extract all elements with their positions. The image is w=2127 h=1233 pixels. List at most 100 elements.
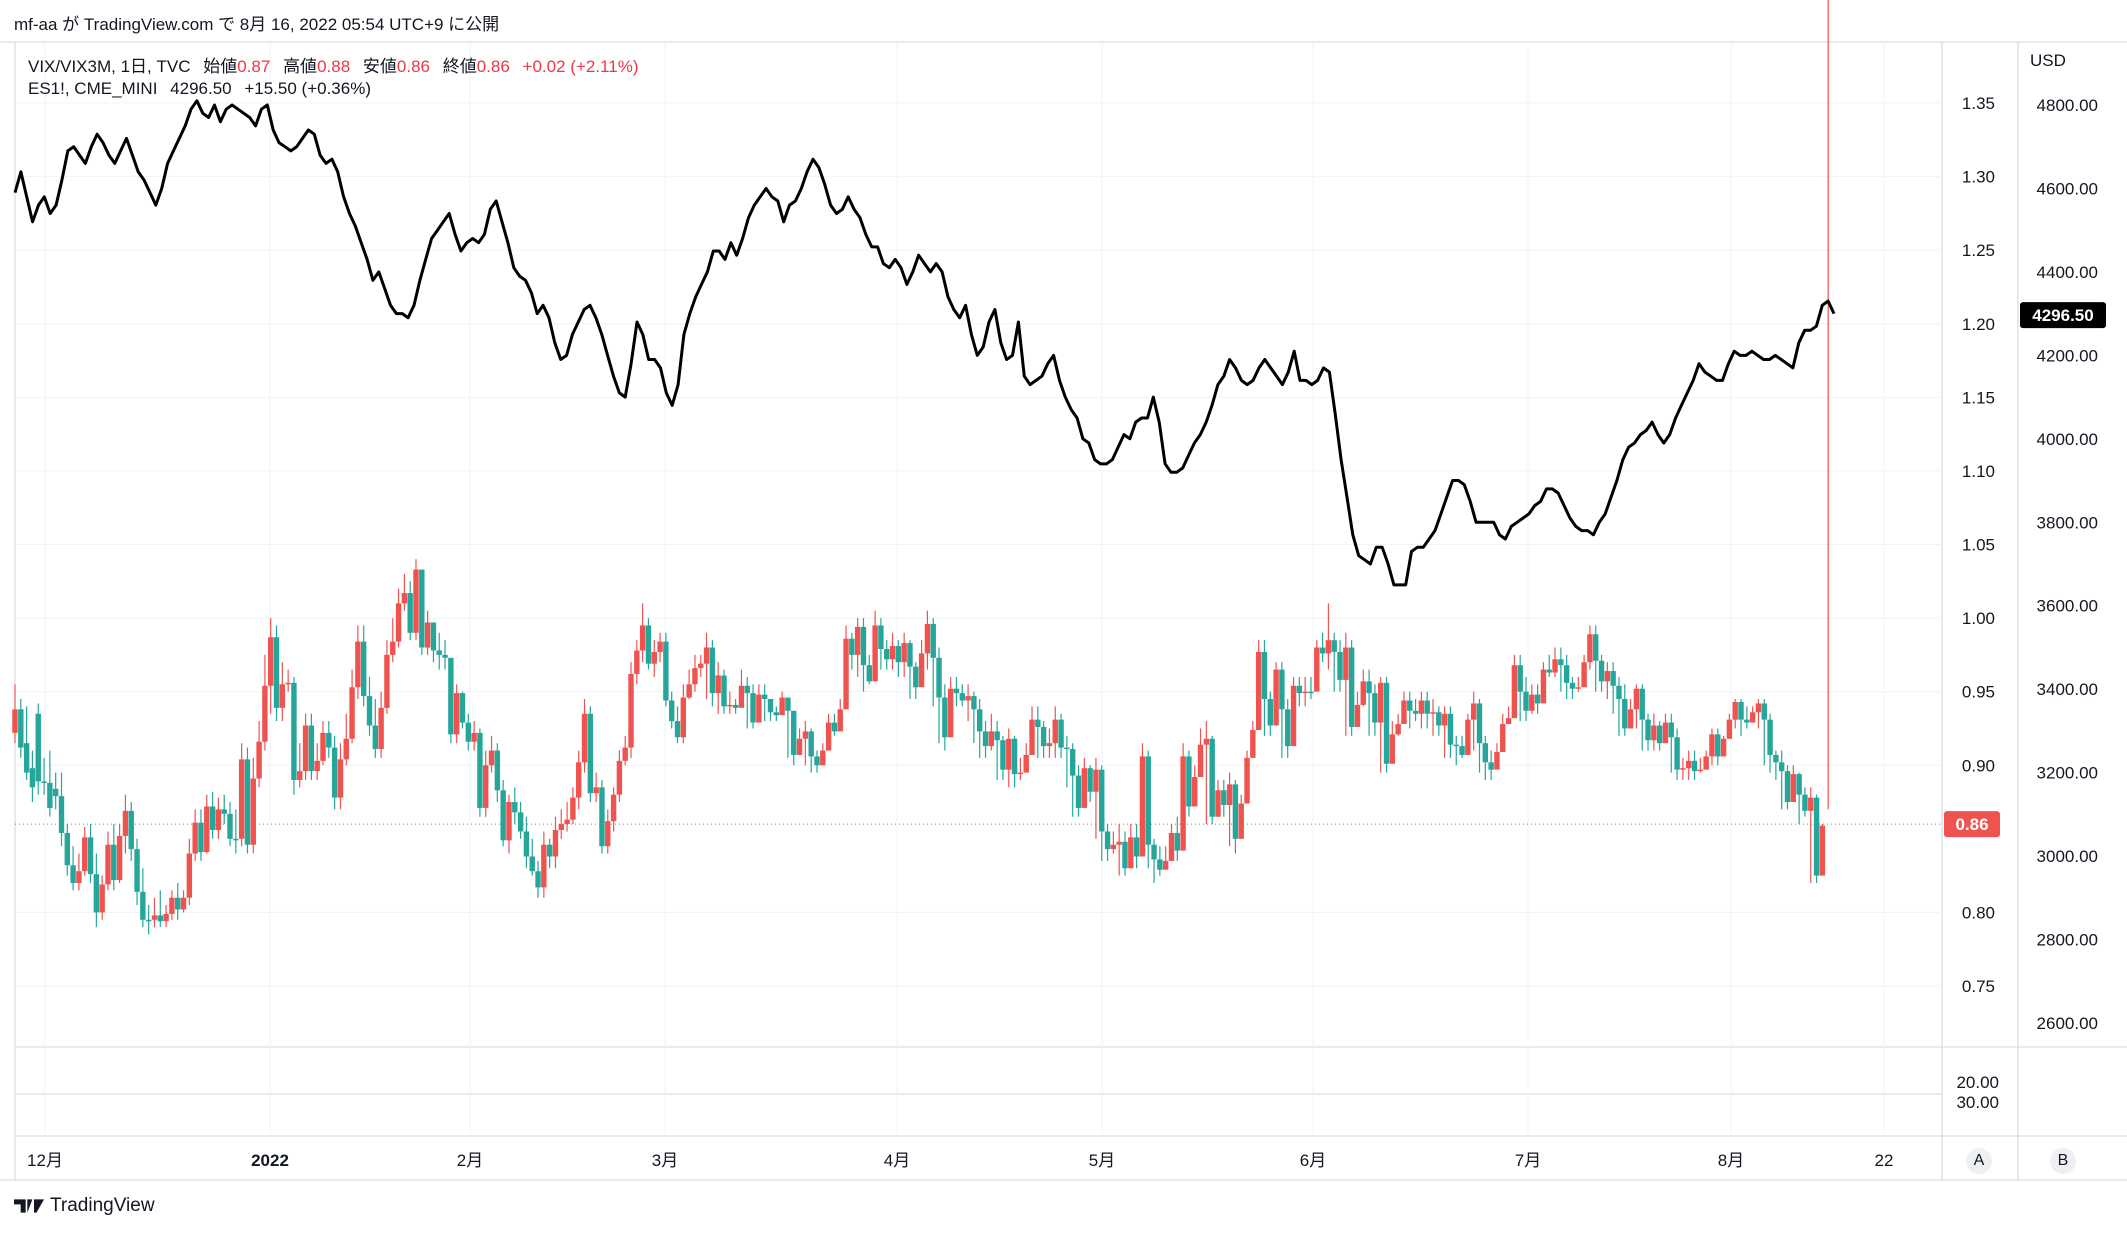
candle-body — [947, 688, 954, 738]
candle-body — [1168, 832, 1175, 861]
candle-body — [1552, 659, 1558, 673]
candle-body — [1197, 744, 1204, 778]
candle-body — [1697, 769, 1704, 772]
candles-group — [12, 0, 1829, 935]
candle-body — [1744, 719, 1750, 723]
candle-body — [204, 806, 210, 853]
candle-body — [1186, 756, 1192, 807]
candle-body — [1203, 738, 1210, 745]
x-tick-label: 2月 — [457, 1151, 483, 1170]
candle-body — [1128, 837, 1134, 869]
candle-body — [971, 696, 977, 710]
candle-body — [1778, 762, 1785, 772]
candle-body — [767, 699, 774, 713]
x-tick-label: 2022 — [251, 1151, 289, 1170]
candle-body — [744, 685, 750, 694]
candle-body — [1192, 777, 1198, 807]
candle-body — [477, 732, 483, 808]
left-tick-label: 0.90 — [1962, 756, 1995, 775]
candle-body — [942, 697, 948, 738]
candle-body — [459, 693, 466, 723]
candle-body — [256, 741, 262, 779]
candle-body — [1407, 700, 1413, 711]
candle-body — [1726, 719, 1733, 739]
legend-high-value: 0.88 — [317, 57, 351, 76]
candle-body — [1099, 769, 1105, 832]
left-tick-label: 1.30 — [1962, 168, 1995, 187]
left-tick-label: 1.20 — [1962, 315, 1995, 334]
candle-body — [151, 915, 158, 920]
candle-body — [1529, 694, 1535, 711]
candle-body — [1691, 760, 1698, 772]
legend-low-value: 0.86 — [396, 57, 430, 76]
candle-body — [1808, 797, 1814, 811]
candle-body — [378, 707, 384, 750]
candle-body — [1378, 682, 1384, 723]
candle-body — [47, 782, 53, 808]
candle-body — [564, 819, 570, 825]
candle-body — [715, 675, 721, 694]
candle-body — [1261, 651, 1268, 700]
candle-body — [953, 688, 960, 694]
candle-body — [738, 685, 745, 708]
candle-body — [616, 760, 623, 795]
candle-body — [1651, 725, 1657, 741]
candle-body — [576, 762, 582, 798]
log-scale-button[interactable]: B — [2050, 1148, 2076, 1174]
candle-body — [1389, 734, 1396, 764]
candle-body — [680, 697, 687, 738]
candle-body — [1151, 844, 1157, 860]
candle-body — [1709, 734, 1715, 757]
candle-body — [1174, 832, 1181, 851]
candle-body — [1279, 669, 1285, 710]
candle-body — [1569, 682, 1576, 689]
candle-body — [1633, 688, 1640, 710]
candle-body — [535, 871, 541, 888]
tradingview-branding[interactable]: TradingView — [14, 1195, 155, 1217]
candle-body — [1337, 651, 1343, 680]
legend-low-label: 安値 — [362, 57, 397, 76]
candle-body — [1046, 743, 1053, 747]
candle-body — [99, 884, 105, 913]
candle-body — [831, 722, 838, 732]
candle-body — [820, 750, 826, 766]
candle-body — [1534, 694, 1541, 704]
candle-body — [512, 802, 518, 813]
auto-scale-button[interactable]: A — [1966, 1148, 1992, 1174]
right-tick-label: 4800.00 — [2037, 96, 2098, 115]
legend-es-futures: ES1!, CME_MINI 4296.50 +15.50 (+0.36%) — [28, 79, 371, 99]
candle-body — [1686, 760, 1692, 769]
left-tick-label: 0.95 — [1962, 683, 1995, 702]
legend-symbol[interactable]: VIX/VIX3M, 1日, TVC — [28, 57, 191, 76]
candle-body — [1145, 756, 1151, 845]
candle-body — [227, 813, 233, 839]
candle-body — [1395, 724, 1401, 735]
candle-body — [1383, 682, 1390, 764]
candle-body — [721, 675, 727, 707]
candle-body — [1453, 744, 1459, 747]
right-tick-label: 3800.00 — [2037, 513, 2098, 532]
candle-body — [1517, 665, 1523, 692]
x-tick-label: 5月 — [1089, 1151, 1115, 1170]
candle-body — [1157, 859, 1163, 870]
candle-body — [244, 759, 251, 845]
candle-body — [1616, 685, 1622, 700]
candle-body — [727, 704, 733, 707]
candle-body — [1331, 640, 1337, 652]
candle-body — [1110, 844, 1117, 850]
candle-body — [605, 821, 611, 847]
candle-body — [297, 771, 303, 780]
candle-body — [825, 722, 832, 751]
left-tick-label: 1.25 — [1962, 241, 1995, 260]
candle-body — [1674, 737, 1680, 770]
candle-body — [668, 700, 675, 722]
candle-body — [988, 731, 995, 747]
candle-body — [570, 797, 576, 820]
candle-body — [878, 625, 884, 649]
candle-body — [674, 721, 681, 738]
candle-body — [355, 641, 361, 688]
candle-body — [198, 822, 204, 853]
candle-body — [1482, 743, 1489, 763]
legend-symbol-2[interactable]: ES1!, CME_MINI — [28, 79, 158, 98]
right-tick-label: 4200.00 — [2037, 346, 2098, 365]
